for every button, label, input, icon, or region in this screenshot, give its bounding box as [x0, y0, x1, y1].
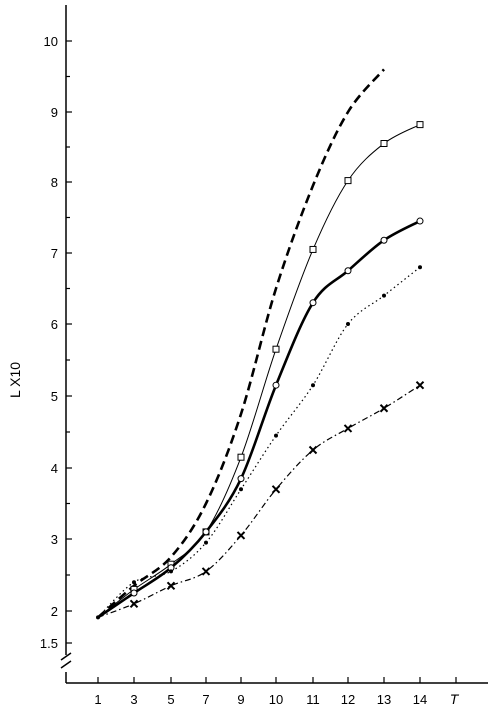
data-point-circle	[416, 217, 424, 225]
data-point-square	[237, 453, 245, 461]
x-tick-label: 13	[377, 692, 391, 707]
x-tick-label: 3	[130, 692, 137, 707]
y-tick-label: 10	[44, 34, 58, 49]
series-line-dotted	[97, 266, 421, 618]
data-point-x	[343, 424, 353, 433]
y-tick-label: 9	[51, 105, 58, 120]
data-point-circle	[237, 475, 245, 483]
x-tick-label: 10	[269, 692, 283, 707]
series-line-thin-solid	[97, 124, 421, 618]
data-point-x	[271, 485, 281, 494]
data-point-circle	[130, 589, 138, 597]
series-line-bold-solid	[97, 219, 421, 619]
x-tick-label: 14	[413, 692, 427, 707]
data-point-dot	[274, 433, 278, 438]
y-axis-title: L X10	[7, 362, 23, 398]
y-tick-label: 4	[51, 461, 58, 476]
data-point-circle	[309, 299, 317, 307]
data-point-x	[415, 380, 425, 390]
data-point-x	[129, 599, 139, 609]
data-point-dot	[311, 383, 315, 388]
series-line-dashed-bold	[97, 68, 385, 619]
x-tick-label: 7	[202, 692, 209, 707]
data-point-square	[380, 140, 388, 147]
y-tick-label: 6	[51, 317, 58, 332]
series-group	[96, 68, 425, 620]
data-point-circle	[380, 236, 388, 244]
axis-break-mark	[60, 652, 72, 669]
data-point-circle	[202, 528, 210, 536]
data-point-dot	[204, 540, 208, 545]
data-point-square	[272, 345, 280, 353]
data-point-circle	[272, 381, 280, 389]
data-point-dot	[169, 569, 173, 574]
x-tick-label: 5	[167, 692, 174, 707]
series-line-dash-dot	[97, 384, 421, 618]
data-point-square	[344, 177, 352, 185]
data-point-dot	[346, 322, 350, 326]
data-point-x	[379, 404, 389, 413]
data-point-circle	[344, 267, 352, 275]
y-tick-label: 1.5	[40, 636, 58, 651]
data-point-dot	[382, 293, 386, 298]
y-tick-label: 8	[51, 175, 58, 190]
x-axis-title: T	[450, 691, 460, 707]
data-point-x	[201, 567, 211, 576]
data-point-dot	[239, 487, 243, 492]
data-point-dot	[132, 580, 136, 585]
x-tick-label: 11	[306, 692, 320, 707]
data-point-x	[236, 531, 246, 540]
data-point-x	[308, 445, 318, 455]
y-tick-label: 2	[51, 604, 58, 619]
x-tick-label: 1	[94, 692, 101, 707]
x-tick-label: 12	[341, 692, 355, 707]
y-tick-label: 5	[51, 389, 58, 404]
data-point-square	[416, 121, 424, 129]
y-tick-label: 7	[51, 246, 58, 261]
axes	[60, 5, 488, 684]
data-point-dot	[418, 265, 422, 270]
data-point-square	[309, 245, 317, 253]
y-tick-label: 3	[51, 532, 58, 547]
x-tick-label: 9	[237, 692, 244, 707]
data-point-x	[166, 581, 176, 591]
